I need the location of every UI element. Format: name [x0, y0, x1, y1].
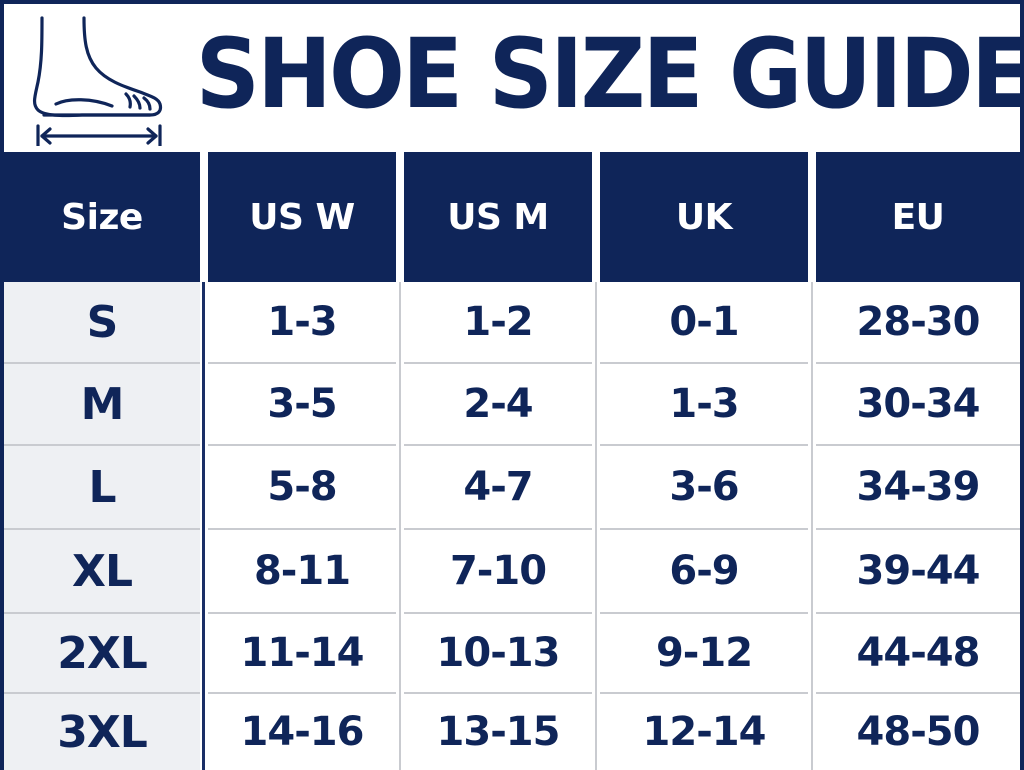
size-label-cell: 3XL — [4, 694, 200, 770]
us-women-cell: 11-14 — [208, 614, 396, 694]
eu-cell: 39-44 — [816, 530, 1020, 614]
column-divider — [808, 614, 816, 694]
column-divider — [592, 282, 600, 364]
us-women-cell: 3-5 — [208, 364, 396, 446]
column-divider — [200, 364, 208, 446]
column-divider — [592, 446, 600, 530]
us-men-cell: 2-4 — [404, 364, 592, 446]
column-divider — [200, 446, 208, 530]
size-table: Size US W US M UK EU S 1-3 1-2 0-1 28-30… — [4, 152, 1020, 770]
column-divider — [396, 694, 404, 770]
column-divider — [396, 446, 404, 530]
us-women-cell: 5-8 — [208, 446, 396, 530]
column-header-eu: EU — [816, 152, 1020, 282]
header: SHOE SIZE GUIDE — [4, 4, 1024, 152]
column-divider — [592, 152, 600, 282]
column-divider — [808, 446, 816, 530]
column-divider — [200, 282, 208, 364]
foot-measure-icon — [32, 16, 163, 146]
column-header-us-women: US W — [208, 152, 396, 282]
uk-cell: 12-14 — [600, 694, 808, 770]
size-label-cell: 2XL — [4, 614, 200, 694]
page-title: SHOE SIZE GUIDE — [195, 18, 1024, 130]
column-header-size: Size — [4, 152, 200, 282]
us-women-cell: 8-11 — [208, 530, 396, 614]
size-label-cell: S — [4, 282, 200, 364]
column-divider — [808, 364, 816, 446]
uk-cell: 0-1 — [600, 282, 808, 364]
column-divider — [592, 364, 600, 446]
column-divider — [592, 694, 600, 770]
size-label-cell: XL — [4, 530, 200, 614]
column-divider — [396, 530, 404, 614]
size-label-cell: M — [4, 364, 200, 446]
column-divider — [808, 694, 816, 770]
column-divider — [200, 694, 208, 770]
column-divider — [200, 530, 208, 614]
uk-cell: 1-3 — [600, 364, 808, 446]
size-label-cell: L — [4, 446, 200, 530]
us-men-cell: 10-13 — [404, 614, 592, 694]
column-divider — [808, 282, 816, 364]
eu-cell: 34-39 — [816, 446, 1020, 530]
column-divider — [396, 152, 404, 282]
uk-cell: 9-12 — [600, 614, 808, 694]
column-divider — [808, 152, 816, 282]
uk-cell: 6-9 — [600, 530, 808, 614]
eu-cell: 28-30 — [816, 282, 1020, 364]
column-divider — [396, 614, 404, 694]
column-divider — [808, 530, 816, 614]
us-men-cell: 1-2 — [404, 282, 592, 364]
column-divider — [592, 530, 600, 614]
column-header-uk: UK — [600, 152, 808, 282]
column-divider — [396, 364, 404, 446]
column-divider — [592, 614, 600, 694]
column-divider — [200, 614, 208, 694]
uk-cell: 3-6 — [600, 446, 808, 530]
column-divider — [396, 282, 404, 364]
us-women-cell: 1-3 — [208, 282, 396, 364]
eu-cell: 30-34 — [816, 364, 1020, 446]
us-men-cell: 13-15 — [404, 694, 592, 770]
us-men-cell: 7-10 — [404, 530, 592, 614]
eu-cell: 48-50 — [816, 694, 1020, 770]
us-men-cell: 4-7 — [404, 446, 592, 530]
column-divider — [200, 152, 208, 282]
eu-cell: 44-48 — [816, 614, 1020, 694]
column-header-us-men: US M — [404, 152, 592, 282]
us-women-cell: 14-16 — [208, 694, 396, 770]
